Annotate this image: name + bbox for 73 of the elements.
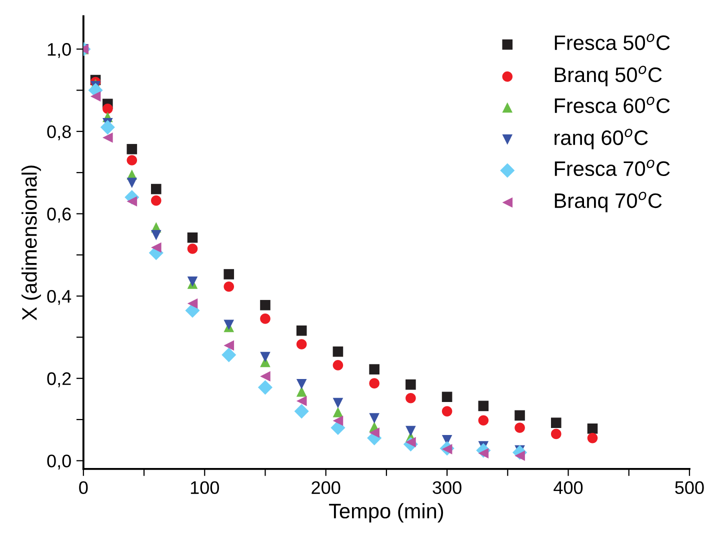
y-tick-label: 0,6 <box>47 208 71 223</box>
legend-label: Fresca 60$^{o}$C <box>554 96 670 114</box>
point <box>126 144 138 154</box>
point <box>550 418 562 428</box>
point <box>478 400 489 412</box>
legend-label: Branq 70$^{o}$C <box>554 192 662 212</box>
point <box>150 195 162 206</box>
point <box>126 155 138 166</box>
point <box>187 244 198 254</box>
x-tick-label: 300 <box>432 481 462 494</box>
point <box>369 364 380 374</box>
point <box>150 184 162 194</box>
point <box>90 91 101 102</box>
point <box>224 269 234 280</box>
point <box>587 423 598 434</box>
point <box>102 104 113 114</box>
point <box>442 406 452 416</box>
point <box>406 426 416 436</box>
y-tick-label: 0,2 <box>47 372 71 388</box>
point <box>222 348 236 362</box>
x-tick-label: 0 <box>79 481 88 494</box>
point <box>187 298 198 309</box>
point <box>330 420 346 436</box>
point <box>260 300 270 310</box>
point <box>224 281 234 292</box>
point <box>296 339 307 350</box>
point <box>296 325 307 336</box>
point <box>514 410 525 421</box>
x-tick-label: 400 <box>554 481 583 494</box>
point <box>185 303 200 318</box>
x-tick-label: 200 <box>312 481 340 494</box>
point <box>126 178 138 188</box>
legend-label: Fresca 50$^{o}$C <box>554 34 670 50</box>
point <box>478 415 489 426</box>
y-tick-label: 0,0 <box>47 454 71 470</box>
point <box>369 428 380 438</box>
point <box>332 360 344 370</box>
point <box>260 314 270 324</box>
point <box>150 242 162 253</box>
point <box>187 232 198 243</box>
y-tick-label: 1,0 <box>48 43 71 58</box>
point <box>369 413 380 424</box>
x-tick-label: 500 <box>675 481 704 494</box>
legend-label: ranq 60$^{o}$C <box>554 128 648 150</box>
x-tick-label: 100 <box>190 481 219 494</box>
point <box>550 428 562 440</box>
point <box>296 396 307 406</box>
x-axis-title: Tempo (min) <box>329 503 444 523</box>
point <box>332 416 344 426</box>
point <box>332 406 344 418</box>
point <box>296 378 307 390</box>
point <box>150 230 162 240</box>
point <box>296 386 307 397</box>
point <box>224 340 234 351</box>
y-tick-label: 0,8 <box>47 125 71 140</box>
point <box>406 392 416 404</box>
point <box>514 422 525 433</box>
legend-label: Branq 50$^{o}$C <box>554 66 662 86</box>
point <box>260 352 270 362</box>
point <box>332 398 344 408</box>
point <box>102 132 113 143</box>
point <box>260 371 270 382</box>
point <box>442 392 452 402</box>
point <box>258 380 273 395</box>
y-axis-title: X (adimensional) <box>22 166 41 320</box>
legend-label: Fresca 70$^{o}$C <box>554 160 670 176</box>
point <box>369 378 380 388</box>
point <box>294 404 309 419</box>
y-tick-label: 0,4 <box>47 290 72 305</box>
point <box>587 432 598 444</box>
point <box>332 346 344 357</box>
point <box>100 120 115 135</box>
point <box>406 379 416 390</box>
